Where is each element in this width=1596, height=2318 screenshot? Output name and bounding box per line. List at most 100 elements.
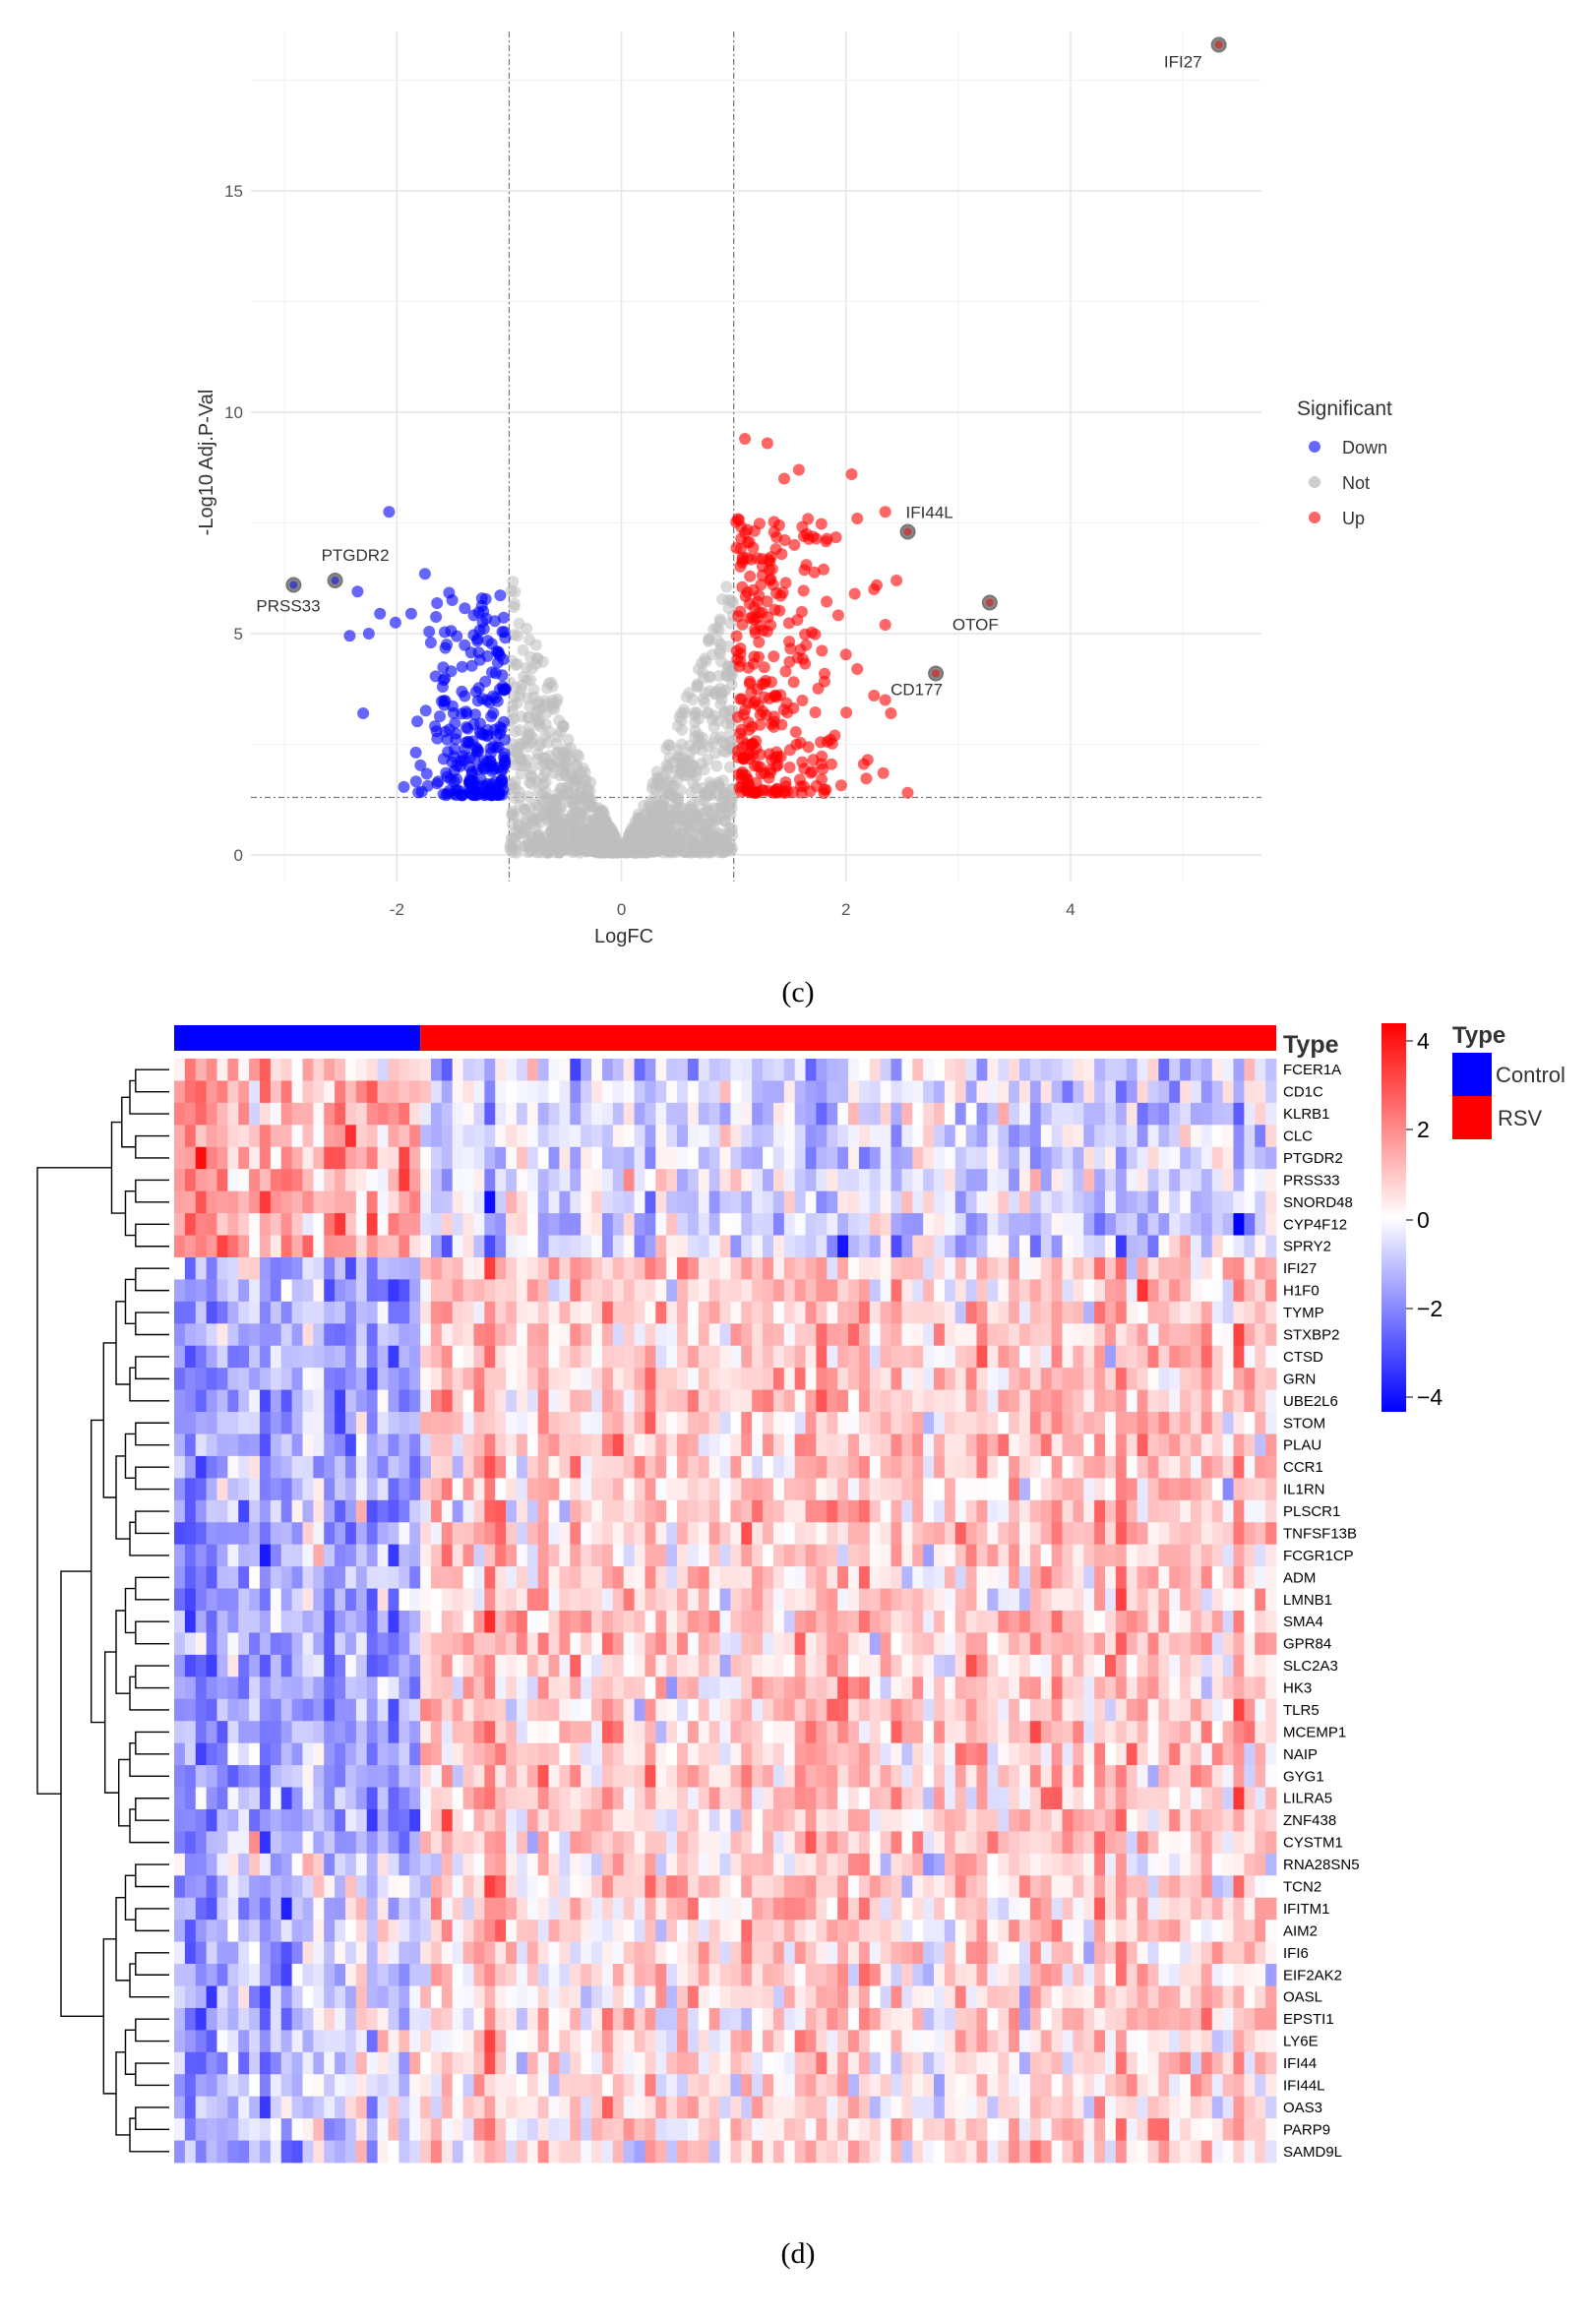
heatmap-cell: [206, 1279, 217, 1303]
heatmap-cell: [559, 1301, 571, 1324]
heatmap-cell: [1073, 1654, 1084, 1678]
heatmap-cell: [420, 1566, 432, 1589]
heatmap-cell: [591, 1522, 603, 1546]
heatmap-cell: [848, 1301, 860, 1324]
heatmap-cell: [687, 1389, 700, 1413]
heatmap-cell: [1094, 1522, 1106, 1546]
heatmap-cell: [944, 1235, 956, 1258]
heatmap-cell: [805, 1434, 817, 1457]
heatmap-cell: [730, 1389, 742, 1413]
heatmap-cell: [1062, 1301, 1074, 1324]
volcano-point-not: [536, 760, 549, 772]
heatmap-cell: [462, 1698, 474, 1722]
heatmap-cell: [880, 1632, 891, 1656]
heatmap-cell: [783, 1588, 796, 1612]
heatmap-cell: [763, 1389, 774, 1413]
heatmap-cell: [1105, 1611, 1117, 1633]
heatmap-cell: [324, 1368, 336, 1390]
heatmap-cell: [1191, 1522, 1202, 1546]
volcano-point-down: [462, 737, 475, 749]
heatmap-cell: [366, 1566, 378, 1589]
heatmap-cell: [1200, 1478, 1213, 1501]
heatmap-cell: [259, 1389, 272, 1413]
heatmap-cell: [526, 1632, 539, 1656]
heatmap-cell: [655, 1235, 667, 1258]
heatmap-cell: [772, 1102, 785, 1126]
heatmap-cell: [1222, 1478, 1234, 1501]
volcano-point-not: [716, 745, 729, 758]
heatmap-cell: [366, 1611, 378, 1633]
heatmap-cell: [184, 1323, 197, 1347]
heatmap-cell: [634, 1125, 645, 1148]
heatmap-cell: [1115, 1698, 1128, 1722]
heatmap-cell: [313, 1235, 325, 1258]
heatmap-cell: [687, 1102, 700, 1126]
volcano-point-up: [767, 650, 780, 663]
volcano-point-up: [831, 609, 844, 622]
volcano-point-not: [524, 674, 536, 686]
heatmap-cell: [335, 1522, 346, 1546]
heatmap-cell: [730, 1323, 742, 1347]
heatmap-cell: [548, 1455, 560, 1479]
heatmap-cell: [1029, 1102, 1042, 1126]
heatmap-cell: [880, 1654, 891, 1678]
heatmap-cell: [965, 1301, 977, 1324]
heatmap-cell: [420, 1499, 432, 1523]
heatmap-cell: [366, 1412, 378, 1434]
heatmap-cell: [259, 1169, 272, 1192]
heatmap-cell: [216, 1478, 228, 1501]
heatmap-cell: [666, 1235, 678, 1258]
heatmap-cell: [344, 1323, 357, 1347]
heatmap-cell: [687, 1080, 700, 1104]
heatmap-cell: [452, 1059, 463, 1081]
heatmap-cell: [174, 1102, 186, 1126]
heatmap-cell: [1158, 1632, 1170, 1656]
heatmap-cell: [506, 1213, 518, 1236]
heatmap-cell: [1136, 1478, 1148, 1501]
volcano-y-tick-label: 5: [234, 625, 243, 643]
heatmap-cell: [912, 1654, 924, 1678]
heatmap-cell: [805, 1169, 817, 1192]
heatmap-cell: [1200, 1301, 1213, 1324]
heatmap-cell: [1211, 1677, 1224, 1700]
volcano-point-down: [481, 649, 494, 662]
heatmap-cell: [238, 1213, 250, 1236]
heatmap-cell: [1200, 1522, 1213, 1546]
heatmap-cell: [634, 1478, 645, 1501]
heatmap-cell: [1083, 1279, 1095, 1303]
heatmap-cell: [954, 1190, 967, 1214]
heatmap-cell: [858, 1080, 871, 1104]
heatmap-cell: [848, 1102, 860, 1126]
heatmap-cell: [324, 1499, 336, 1523]
heatmap-cell: [324, 1256, 336, 1280]
heatmap-cell: [1136, 1434, 1148, 1457]
volcano-point-up: [840, 706, 853, 719]
volcano-y-tick-label: 0: [234, 846, 243, 865]
heatmap-cell: [923, 1256, 935, 1280]
heatmap-cell: [420, 1213, 432, 1236]
heatmap-cell: [302, 1522, 314, 1546]
heatmap-cell: [763, 1279, 774, 1303]
heatmap-cell: [473, 1301, 485, 1324]
heatmap-cell: [719, 1588, 731, 1612]
heatmap-cell: [280, 1478, 293, 1501]
heatmap-cell: [441, 1080, 454, 1104]
heatmap-cell: [708, 1235, 720, 1258]
heatmap-cell: [355, 1102, 368, 1126]
heatmap-cell: [441, 1566, 454, 1589]
heatmap-cell: [559, 1279, 571, 1303]
heatmap-cell: [526, 1125, 539, 1148]
heatmap-cell: [698, 1522, 710, 1546]
heatmap-cell: [324, 1169, 336, 1192]
heatmap-cell: [890, 1102, 902, 1126]
heatmap-cell: [462, 1588, 474, 1612]
heatmap-cell: [1158, 1345, 1170, 1369]
heatmap-cell: [484, 1499, 496, 1523]
heatmap-cell: [495, 1256, 507, 1280]
volcano-point-up: [753, 636, 766, 648]
heatmap-cell: [1009, 1213, 1020, 1236]
volcano-point-not: [711, 635, 724, 647]
heatmap-cell: [462, 1169, 474, 1192]
heatmap-cell: [1244, 1279, 1256, 1303]
heatmap-cell: [462, 1345, 474, 1369]
